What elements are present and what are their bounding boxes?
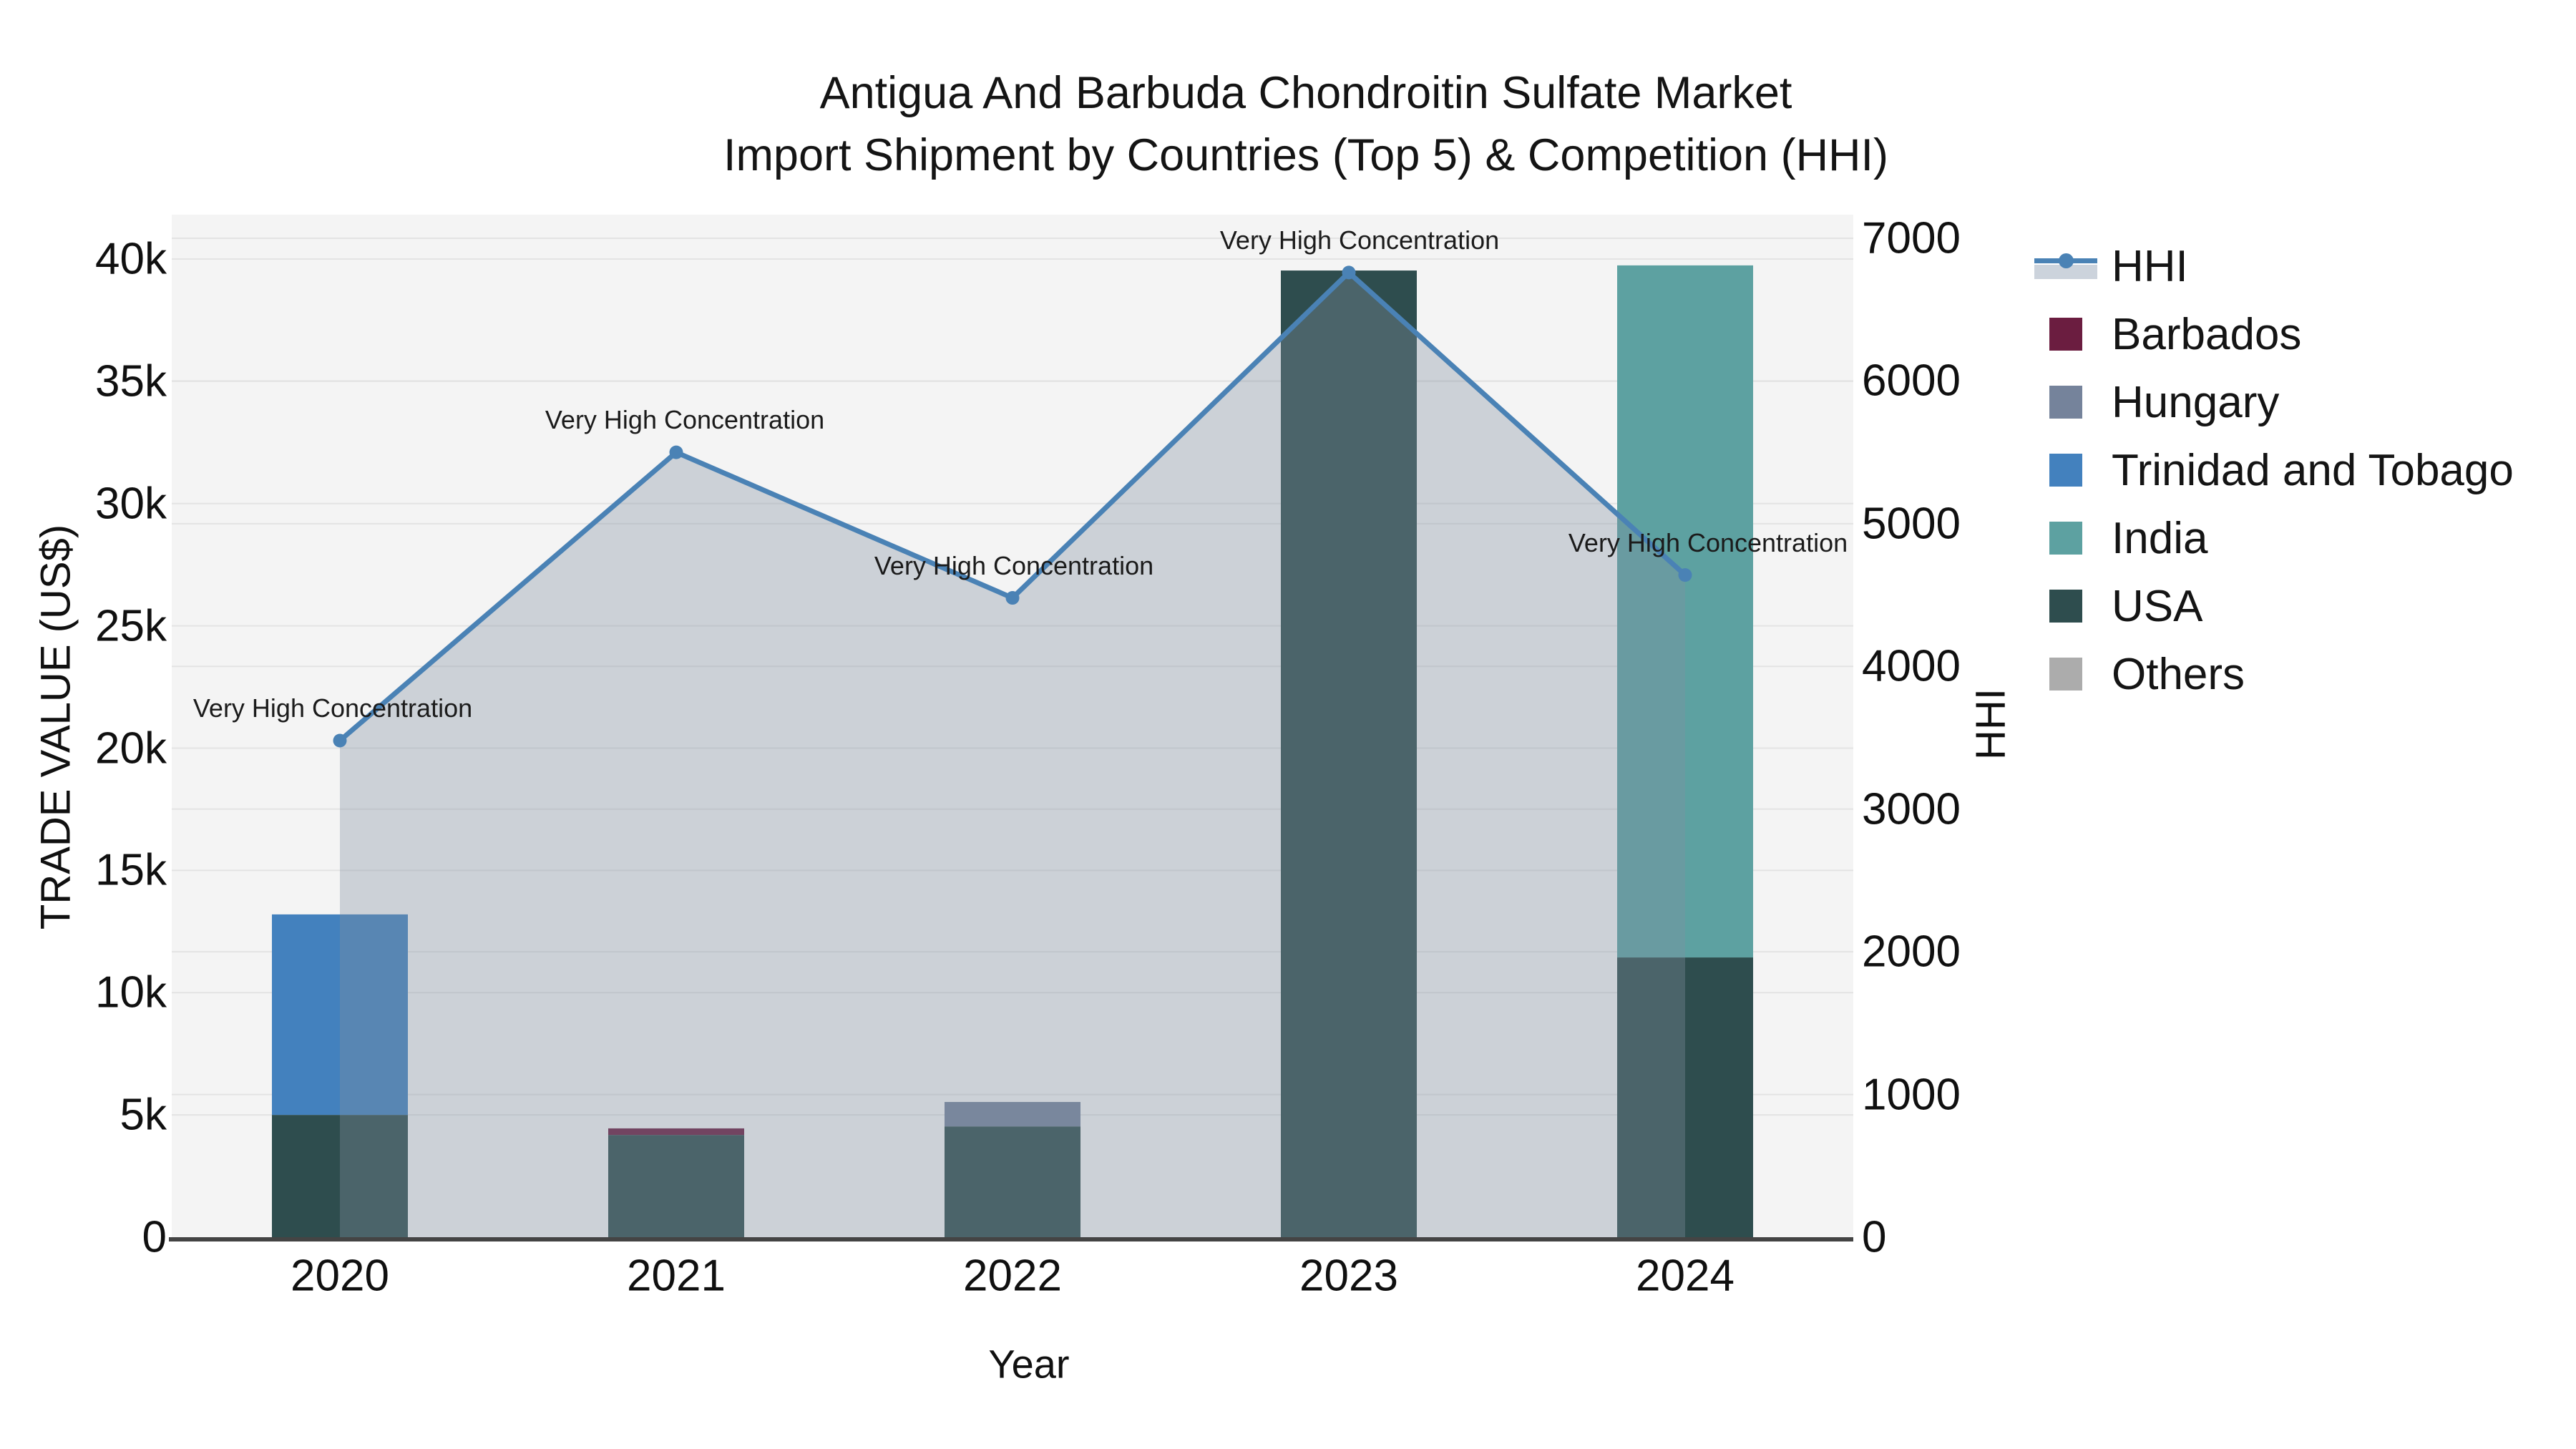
x-tick-label: 2024 [1636,1251,1735,1301]
legend-swatch-hungary [2034,379,2097,425]
chart-title-line2: Import Shipment by Countries (Top 5) & C… [723,130,1889,180]
legend-item-others[interactable]: Others [2034,649,2245,699]
legend-label: Barbados [2112,309,2302,359]
hhi-marker-2023[interactable] [1342,265,1356,280]
bar-usa-2022[interactable] [945,1126,1080,1237]
bar-usa-2021[interactable] [608,1135,744,1237]
annotation-2021: Very High Concentration [545,405,825,435]
bar-barbados-2021[interactable] [608,1128,744,1136]
chart-title-line1: Antigua And Barbuda Chondroitin Sulfate … [819,68,1792,118]
color-swatch-icon [2049,522,2082,555]
legend-item-hungary[interactable]: Hungary [2034,377,2280,427]
legend-label: Others [2112,649,2245,699]
bar-hungary-2022[interactable] [945,1102,1080,1127]
bar-usa-2020[interactable] [272,1115,408,1237]
legend-swatch-usa [2034,583,2097,629]
hhi-marker-2021[interactable] [669,445,683,459]
x-tick-label: 2023 [1299,1251,1398,1301]
legend-label: HHI [2112,241,2188,291]
bar-usa-2024[interactable] [1617,957,1753,1237]
y-left-tick-label: 5k [119,1090,167,1140]
y-right-tick-label: 6000 [1862,356,1961,406]
hhi-marker-2024[interactable] [1678,568,1692,582]
y-right-tick-label: 4000 [1862,641,1961,691]
y-left-tick-label: 10k [95,967,167,1018]
y-left-axis-title: TRADE VALUE (US$) [32,524,79,930]
x-axis-line [169,1237,1853,1241]
y-right-tick-label: 2000 [1862,927,1961,977]
y-left-tick-label: 0 [142,1212,167,1262]
y-right-tick-label: 3000 [1862,784,1961,834]
annotation-2023: Very High Concentration [1219,225,1500,255]
x-tick-label: 2021 [627,1251,726,1301]
legend-label: India [2112,513,2208,563]
hhi-marker-icon [2059,253,2074,268]
y-left-tick-label: 20k [95,723,167,773]
legend-item-barbados[interactable]: Barbados [2034,309,2302,359]
legend-symbol-hhi-line-icon [2034,243,2097,289]
legend-item-usa[interactable]: USA [2034,581,2203,631]
color-swatch-icon [2049,386,2082,419]
hhi-marker-2020[interactable] [333,733,347,748]
legend-swatch-others [2034,651,2097,697]
color-swatch-icon [2049,318,2082,351]
x-tick-label: 2020 [291,1251,389,1301]
bar-india-2024[interactable] [1617,265,1753,958]
legend-label: Hungary [2112,377,2280,427]
hhi-fill-swatch [2034,265,2097,279]
y-left-tick-label: 30k [95,479,167,529]
legend-swatch-barbados [2034,311,2097,357]
legend-swatch-india [2034,515,2097,561]
x-tick-label: 2022 [963,1251,1062,1301]
legend-item-india[interactable]: India [2034,513,2208,563]
y-right-tick-label: 0 [1862,1212,1887,1262]
hhi-area-fill [340,272,1685,1238]
color-swatch-icon [2049,590,2082,623]
bar-trinidad-and-tobago-2020[interactable] [272,914,408,1116]
legend-swatch-trinidad-and-tobago [2034,447,2097,493]
y-right-tick-label: 7000 [1862,213,1961,263]
bar-usa-2023[interactable] [1281,270,1417,1237]
annotation-2020: Very High Concentration [192,693,473,723]
plot-background [172,215,1853,1240]
legend-item-hhi[interactable]: HHI [2034,241,2188,291]
y-right-tick-label: 5000 [1862,499,1961,549]
y-left-tick-label: 40k [95,234,167,284]
legend-item-trinidad-and-tobago[interactable]: Trinidad and Tobago [2034,445,2514,495]
legend-label: USA [2112,581,2203,631]
y-left-tick-label: 15k [95,845,167,895]
color-swatch-icon [2049,454,2082,487]
y-left-tick-label: 35k [95,356,167,406]
annotation-2022: Very High Concentration [874,550,1154,580]
x-axis-title: Year [988,1341,1070,1387]
legend-label: Trinidad and Tobago [2112,445,2514,495]
y-right-tick-label: 1000 [1862,1070,1961,1120]
y-right-axis-title: HHI [1967,688,2014,760]
color-swatch-icon [2049,658,2082,691]
y-left-tick-label: 25k [95,601,167,651]
hhi-marker-2022[interactable] [1005,591,1020,605]
annotation-2024: Very High Concentration [1568,527,1848,557]
